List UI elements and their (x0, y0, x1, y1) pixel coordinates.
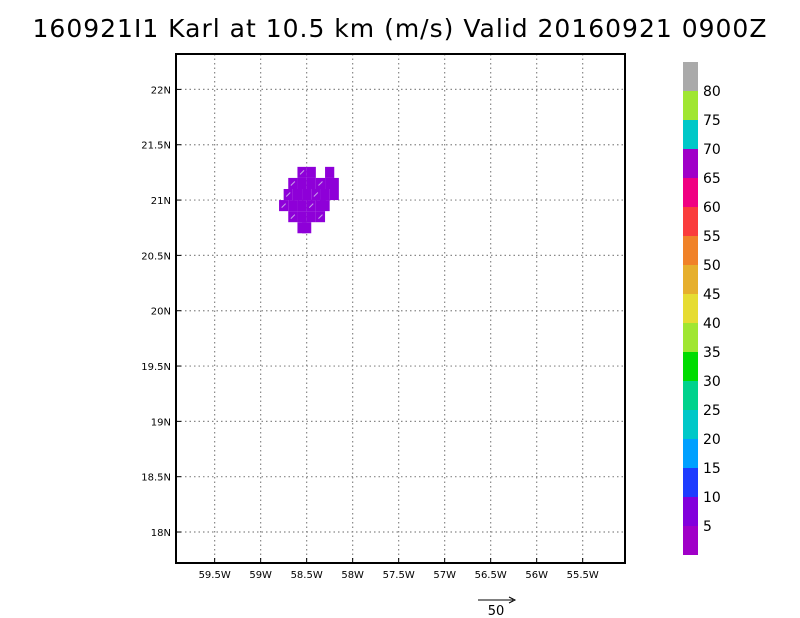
wind-field-cell (329, 177, 339, 189)
colorbar-swatch (683, 410, 698, 439)
x-tick-label: 56.5W (475, 570, 507, 581)
plot-frame (175, 53, 626, 564)
wind-field-cell (297, 200, 307, 212)
colorbar-swatch (683, 323, 698, 352)
colorbar-label: 65 (703, 171, 721, 187)
y-tick-label: 19.5N (141, 362, 171, 373)
colorbar-label: 15 (703, 461, 721, 477)
colorbar-swatch (683, 352, 698, 381)
x-tick-label: 58.5W (291, 570, 323, 581)
colorbar-swatch (683, 178, 698, 207)
wind-vector-mark (285, 192, 291, 197)
wind-field-cell (302, 188, 312, 201)
reference-arrowhead-icon (508, 596, 517, 604)
wind-field-cell (315, 200, 326, 212)
y-tick-label: 21N (151, 196, 171, 207)
colorbar-swatch (683, 120, 698, 149)
colorbar-label: 35 (703, 345, 721, 361)
colorbar-label: 10 (703, 490, 721, 506)
wind-vector-mark (281, 203, 287, 208)
wind-field (279, 166, 339, 234)
colorbar-swatch (683, 91, 698, 120)
colorbar-label: 60 (703, 200, 721, 216)
y-tick-label: 18.5N (141, 473, 171, 484)
y-tick-label: 19N (151, 417, 171, 428)
colorbar-label: 55 (703, 229, 721, 245)
x-tick-label: 55.5W (567, 570, 599, 581)
chart-title: 160921I1 Karl at 10.5 km (m/s) Valid 201… (32, 14, 768, 43)
wind-vector-mark (290, 214, 296, 220)
wind-field-cell (320, 200, 330, 212)
wind-vector-mark (308, 203, 314, 208)
wind-field-cell (288, 200, 298, 212)
wind-field-cell (320, 188, 330, 201)
colorbar-swatch (683, 439, 698, 468)
colorbar-label: 5 (703, 519, 712, 535)
wind-vector-mark (318, 214, 323, 220)
colorbar-label: 45 (703, 287, 721, 303)
wind-field-cell (329, 188, 339, 201)
colorbar-swatch (683, 207, 698, 236)
x-tick-label: 59W (249, 570, 272, 581)
colorbar-swatch (683, 149, 698, 178)
wind-field-cell (297, 211, 307, 223)
colorbar-label: 75 (703, 113, 721, 129)
colorbar-label: 30 (703, 374, 721, 390)
x-tick-label: 58W (341, 570, 364, 581)
colorbar: 5 10 15 20 25 30 35 40 45 50 55 60 65 70 75 80 (683, 62, 721, 555)
colorbar-label: 20 (703, 432, 721, 448)
wind-field-cell (325, 166, 335, 178)
x-tick-label: 56W (525, 570, 548, 581)
colorbar-label: 80 (703, 84, 721, 100)
colorbar-swatch (683, 265, 698, 294)
wind-field-cell (297, 222, 307, 234)
x-axis: 59.5W 59W 58.5W 58W 57.5W 57W 56.5W 56W 55.5W (199, 558, 599, 581)
y-axis: 22N 21.5N 21N 20.5N 20N 19.5N 19N 18.5N 18N (141, 85, 181, 539)
colorbar-swatch (683, 526, 698, 555)
reference-vector: 50 (478, 596, 517, 618)
colorbar-swatch (683, 62, 698, 91)
wind-field-cell (306, 211, 316, 223)
wind-vector-mark (318, 181, 323, 186)
colorbar-label: 70 (703, 142, 721, 158)
y-tick-label: 20.5N (141, 251, 171, 262)
colorbar-swatch (683, 294, 698, 323)
colorbar-swatch (683, 236, 698, 265)
y-tick-label: 22N (151, 85, 171, 96)
colorbar-swatch (683, 468, 698, 497)
wind-vector-mark (290, 181, 296, 186)
colorbar-swatch (683, 497, 698, 526)
wind-field-cell (306, 166, 316, 178)
grid-layer (176, 54, 625, 563)
x-tick-label: 59.5W (199, 570, 231, 581)
x-tick-label: 57W (433, 570, 456, 581)
wind-field-cell (306, 177, 316, 189)
wind-field-cell (297, 177, 307, 189)
wind-field-cell (292, 188, 303, 201)
wind-vector-mark (299, 170, 305, 175)
y-tick-label: 21.5N (141, 141, 171, 152)
colorbar-label: 50 (703, 258, 721, 274)
y-tick-label: 18N (151, 528, 171, 539)
colorbar-label: 25 (703, 403, 721, 419)
reference-vector-label: 50 (488, 604, 505, 618)
x-tick-label: 57.5W (383, 570, 415, 581)
y-tick-label: 20N (151, 307, 171, 318)
wind-vector-mark (313, 192, 319, 197)
colorbar-swatch (683, 381, 698, 410)
colorbar-label: 40 (703, 316, 721, 332)
wind-field-cell (302, 222, 312, 234)
